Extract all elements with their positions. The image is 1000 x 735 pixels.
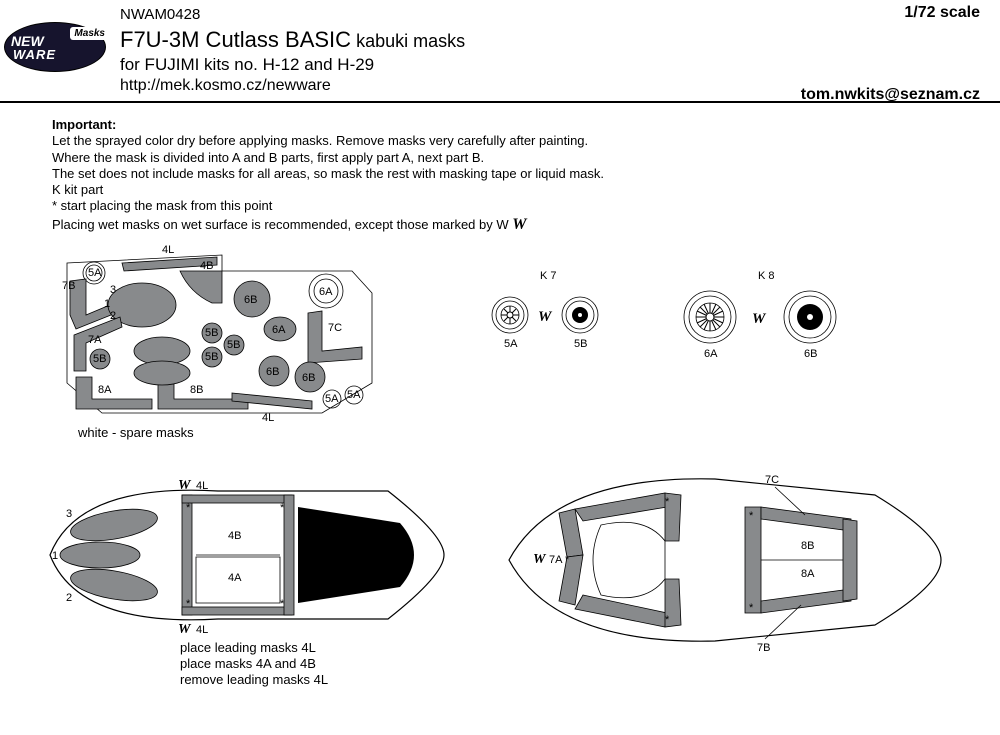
title-main: F7U-3M Cutlass BASIC	[120, 27, 351, 52]
wheels-diagram: K 7 5A W 5B K 8	[480, 265, 920, 385]
svg-text:4L: 4L	[262, 412, 274, 423]
important-line-5: Placing wet masks on wet surface is reco…	[52, 217, 509, 232]
svg-text:6A: 6A	[272, 324, 286, 336]
svg-text:W: W	[533, 552, 547, 567]
wet-marker-icon: W	[512, 216, 526, 233]
svg-text:7A: 7A	[549, 554, 563, 566]
svg-text:W: W	[538, 309, 553, 325]
svg-text:7B: 7B	[62, 280, 75, 292]
mask-sheet-caption: white - spare masks	[78, 425, 194, 440]
scale: 1/72 scale	[904, 4, 980, 22]
svg-text:*: *	[280, 598, 285, 610]
important-line-1: Where the mask is divided into A and B p…	[52, 150, 484, 165]
svg-text:5A: 5A	[347, 389, 361, 401]
svg-text:W: W	[178, 622, 192, 637]
svg-text:3: 3	[66, 508, 72, 520]
svg-text:4L: 4L	[196, 480, 208, 492]
svg-text:4A: 4A	[228, 572, 242, 584]
svg-text:7C: 7C	[328, 322, 342, 334]
svg-text:5B: 5B	[227, 339, 240, 351]
svg-text:W: W	[752, 311, 767, 327]
title-sub: kabuki masks	[351, 31, 465, 51]
svg-text:5A: 5A	[88, 267, 102, 279]
important-line-3: K kit part	[52, 182, 103, 197]
svg-text:4L: 4L	[196, 624, 208, 636]
svg-text:7C: 7C	[765, 474, 779, 486]
svg-text:*: *	[665, 614, 670, 626]
svg-text:5B: 5B	[93, 353, 106, 365]
k7-label: K 7	[540, 270, 557, 282]
svg-text:6B: 6B	[244, 294, 257, 306]
logo-line2: WARE	[13, 47, 56, 62]
svg-text:4B: 4B	[200, 260, 213, 272]
header: NEW WARE Masks NWAM0428 1/72 scale F7U-3…	[0, 0, 1000, 95]
important-line-4: * start placing the mask from this point	[52, 198, 272, 213]
product-title: F7U-3M Cutlass BASIC kabuki masks	[120, 27, 980, 53]
important-line-0: Let the sprayed color dry before applyin…	[52, 133, 588, 148]
svg-text:6B: 6B	[266, 366, 279, 378]
svg-text:7B: 7B	[757, 642, 770, 654]
sku: NWAM0428	[120, 6, 980, 23]
subtitle: for FUJIMI kits no. H-12 and H-29	[120, 55, 980, 75]
svg-text:*: *	[186, 502, 191, 514]
svg-text:*: *	[565, 554, 570, 566]
svg-text:4L: 4L	[162, 244, 174, 256]
important-line-2: The set does not include masks for all a…	[52, 166, 604, 181]
important-block: Important: Let the sprayed color dry bef…	[52, 117, 960, 235]
canopy-right-diagram: 7C 7B W 7A * 8B 8A * * * *	[505, 465, 945, 655]
svg-text:6A: 6A	[704, 348, 718, 360]
svg-text:*: *	[665, 496, 670, 508]
svg-text:3: 3	[110, 284, 116, 296]
logo-badge: Masks	[70, 27, 109, 40]
svg-text:1: 1	[52, 550, 58, 562]
svg-text:5B: 5B	[574, 338, 587, 350]
canopy-note-2: remove leading masks 4L	[180, 672, 328, 687]
svg-text:*: *	[186, 598, 191, 610]
svg-text:8A: 8A	[98, 384, 112, 396]
canopy-note-1: place masks 4A and 4B	[180, 656, 316, 671]
svg-text:8B: 8B	[801, 540, 814, 552]
svg-text:6B: 6B	[804, 348, 817, 360]
svg-text:W: W	[178, 478, 192, 493]
svg-text:*: *	[749, 602, 754, 614]
svg-text:7A: 7A	[88, 334, 102, 346]
svg-text:8B: 8B	[190, 384, 203, 396]
brand-logo: NEW WARE Masks	[4, 22, 104, 77]
canopy-note-0: place leading masks 4L	[180, 640, 316, 655]
svg-text:5B: 5B	[205, 351, 218, 363]
svg-text:*: *	[280, 502, 285, 514]
svg-text:6A: 6A	[319, 286, 333, 298]
important-heading: Important:	[52, 117, 116, 132]
svg-text:8A: 8A	[801, 568, 815, 580]
diagram-area: 5A 7B 4L 4B 3 1 2 7A 5B 8A 8B 5B 5B 5B 6…	[0, 235, 1000, 735]
svg-text:*: *	[749, 510, 754, 522]
svg-text:6B: 6B	[302, 372, 315, 384]
svg-text:5B: 5B	[205, 327, 218, 339]
svg-text:5A: 5A	[325, 393, 339, 405]
k8-label: K 8	[758, 270, 775, 282]
svg-text:5A: 5A	[504, 338, 518, 350]
svg-text:1: 1	[104, 298, 110, 310]
svg-text:4B: 4B	[228, 530, 241, 542]
mask-sheet-diagram: 5A 7B 4L 4B 3 1 2 7A 5B 8A 8B 5B 5B 5B 6…	[62, 243, 382, 423]
canopy-left-diagram: 3 1 2 4B 4A W 4L W 4L * * * *	[48, 475, 448, 655]
email: tom.nwkits@seznam.cz	[801, 86, 980, 104]
svg-text:2: 2	[66, 592, 72, 604]
canopy-notes: place leading masks 4L place masks 4A an…	[180, 640, 328, 689]
